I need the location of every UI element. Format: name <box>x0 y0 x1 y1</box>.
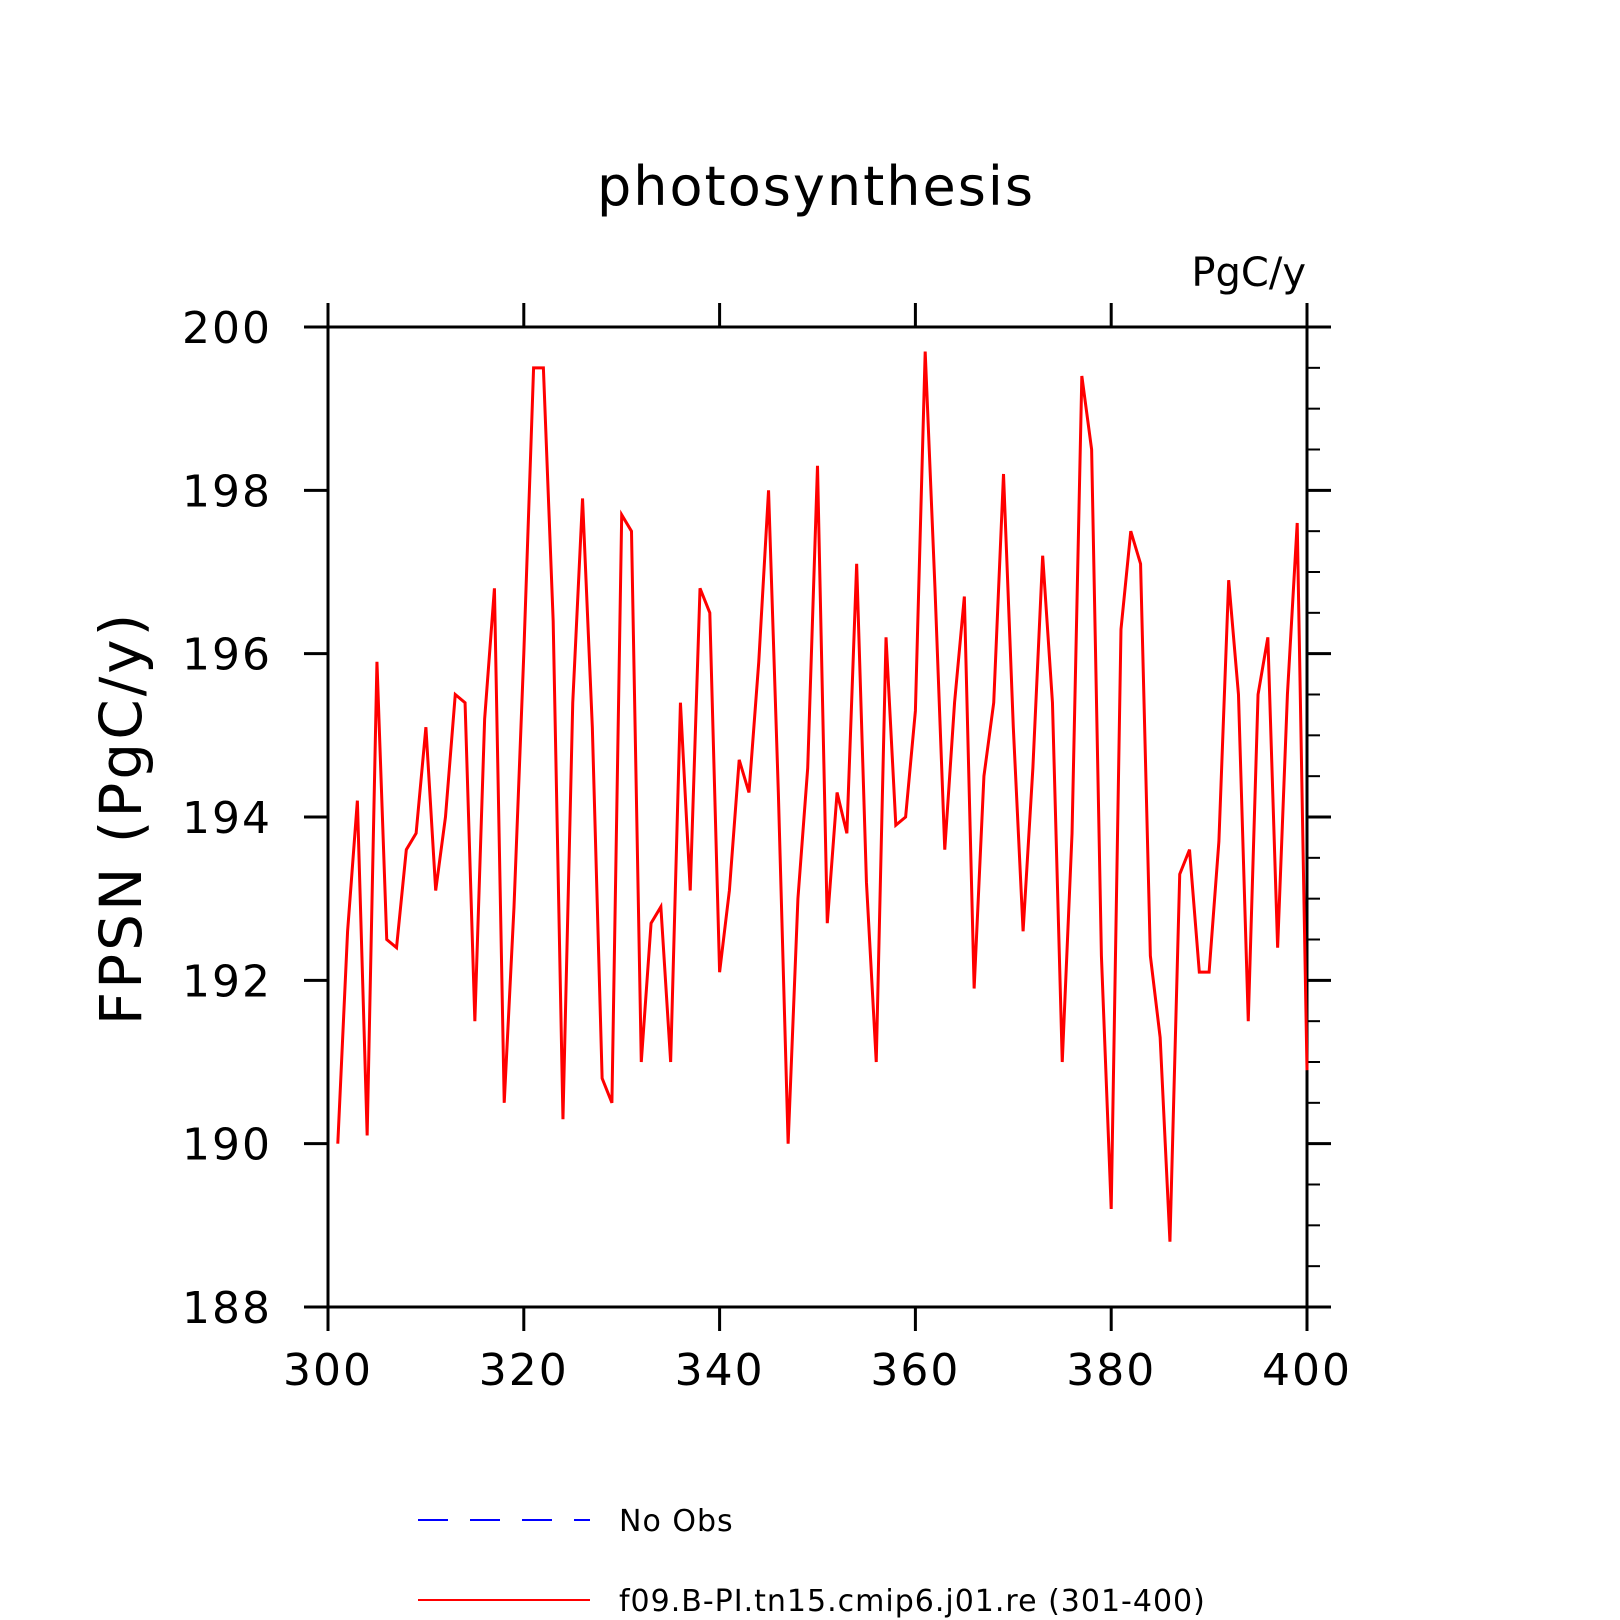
legend-label-1: f09.B-PI.tn15.cmip6.j01.re (301-400) <box>619 1584 1206 1619</box>
legend-label-0: No Obs <box>619 1504 734 1539</box>
x-tick-label: 300 <box>283 1345 373 1396</box>
series-layer <box>336 351 1309 1242</box>
x-tick-label: 340 <box>675 1345 765 1396</box>
y-tick-label: 192 <box>182 956 272 1007</box>
y-tick-label: 194 <box>182 793 272 844</box>
series-line-1 <box>336 351 1309 1242</box>
axis-tick-labels: 300 320 340 360 380 400 188 190 192 194 196 198 200 <box>182 303 1352 1396</box>
y-tick-label: 198 <box>182 466 272 517</box>
x-tick-label: 380 <box>1066 1345 1156 1396</box>
legend: No Obs f09.B-PI.tn15.cmip6.j01.re (301-40… <box>418 1504 1206 1619</box>
y-tick-label: 190 <box>182 1120 272 1171</box>
units-label: PgC/y <box>1191 250 1306 296</box>
y-tick-label: 200 <box>182 303 272 354</box>
chart-title: photosynthesis <box>597 155 1035 218</box>
x-tick-label: 400 <box>1262 1345 1352 1396</box>
y-tick-label: 188 <box>182 1283 272 1334</box>
axis-ticks <box>304 303 1331 1331</box>
y-tick-label: 196 <box>182 630 272 681</box>
x-tick-label: 320 <box>479 1345 569 1396</box>
x-tick-label: 360 <box>870 1345 960 1396</box>
y-axis-label: FPSN (PgC/y) <box>87 611 155 1025</box>
